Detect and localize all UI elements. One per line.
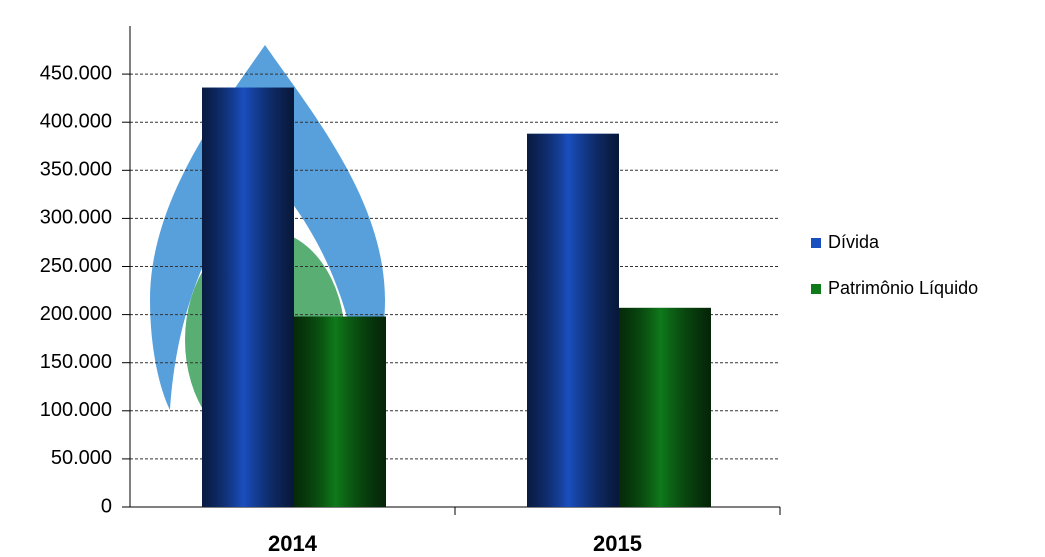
bar-shade [527,133,619,507]
y-tick-label: 50.000 [51,447,112,469]
y-tick-label: 100.000 [40,399,112,421]
x-tick-label: 2014 [268,531,318,556]
bar-shade [294,316,386,507]
bar-shade [619,307,711,507]
y-tick-label: 150.000 [40,351,112,373]
legend-swatch [811,238,821,248]
bar-shade [202,87,294,508]
y-tick-label: 250.000 [40,255,112,277]
legend-label: Patrimônio Líquido [828,278,978,298]
x-tick-label: 2015 [593,531,642,556]
legend-label: Dívida [828,232,880,252]
y-tick-label: 450.000 [40,62,112,84]
legend-swatch [811,284,821,294]
y-tick-label: 350.000 [40,159,112,181]
y-tick-label: 0 [101,495,112,517]
y-tick-label: 200.000 [40,303,112,325]
y-tick-label: 300.000 [40,207,112,229]
y-tick-label: 400.000 [40,110,112,132]
